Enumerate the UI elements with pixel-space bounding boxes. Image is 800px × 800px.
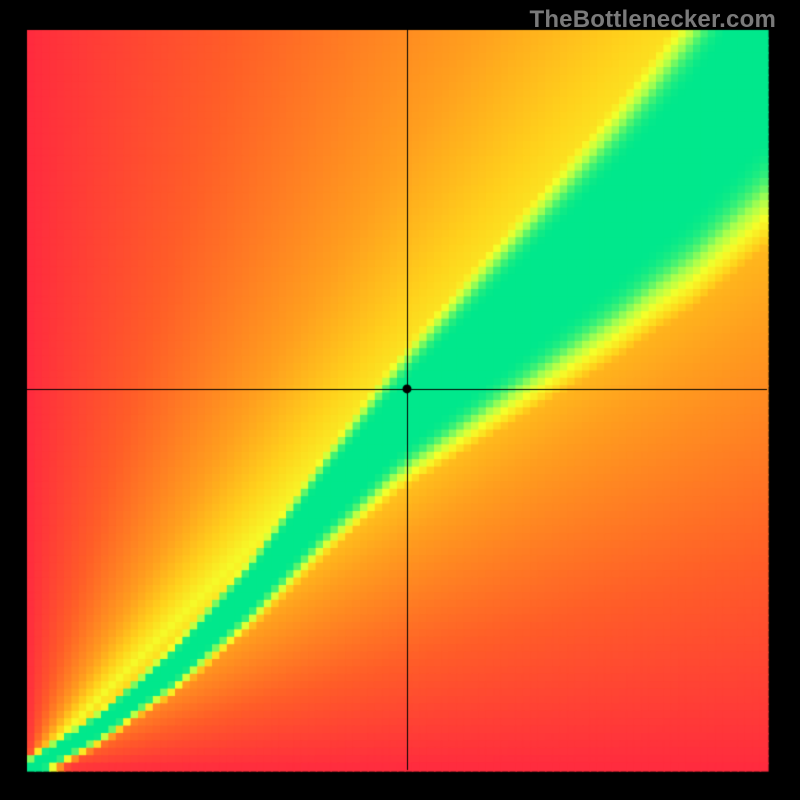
watermark-text: TheBottlenecker.com (529, 6, 776, 34)
heatmap-plot (0, 0, 800, 800)
chart-container: TheBottlenecker.com (0, 0, 800, 800)
